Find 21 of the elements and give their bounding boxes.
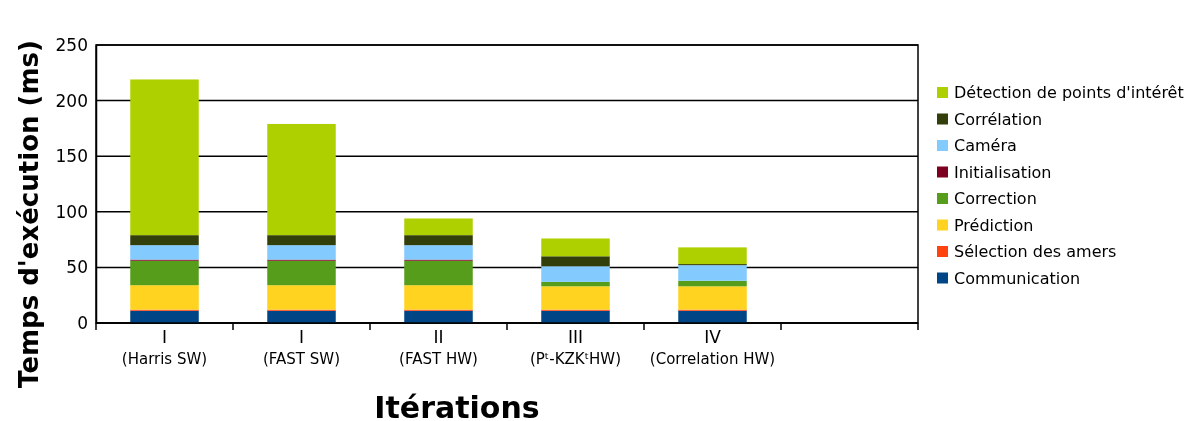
legend-label: Prédiction xyxy=(954,215,1034,235)
x-axis-title: Itérations xyxy=(374,390,540,421)
legend-label: Sélection des amers xyxy=(954,242,1117,261)
legend-label: Communication xyxy=(954,268,1081,288)
legend-label: Caméra xyxy=(954,136,1017,155)
y-axis-title: Temps d'exécution (ms) xyxy=(14,40,44,388)
x-tick-label: IV (Correlation HW) xyxy=(649,327,776,368)
legend-label: Corrélation xyxy=(954,109,1043,129)
y-tick-label: 150 xyxy=(55,146,88,167)
y-tick-label: 250 xyxy=(55,34,88,55)
x-tick-label: I (Harris SW) xyxy=(121,327,208,368)
x-tick-label: II (FAST HW) xyxy=(399,327,478,368)
legend-label: Correction xyxy=(954,189,1037,208)
y-tick-label: 200 xyxy=(55,90,88,111)
x-tick-label: III (Pᵗ-KZKᵗHW) xyxy=(529,327,622,368)
y-tick-label: 50 xyxy=(66,257,88,278)
y-tick-label: 100 xyxy=(55,201,88,222)
legend-label: Détection de points d'intérêt xyxy=(954,83,1184,102)
y-tick-label: 0 xyxy=(77,312,88,333)
x-tick-label: I (FAST SW) xyxy=(262,327,341,368)
legend-label: Initialisation xyxy=(954,162,1052,182)
